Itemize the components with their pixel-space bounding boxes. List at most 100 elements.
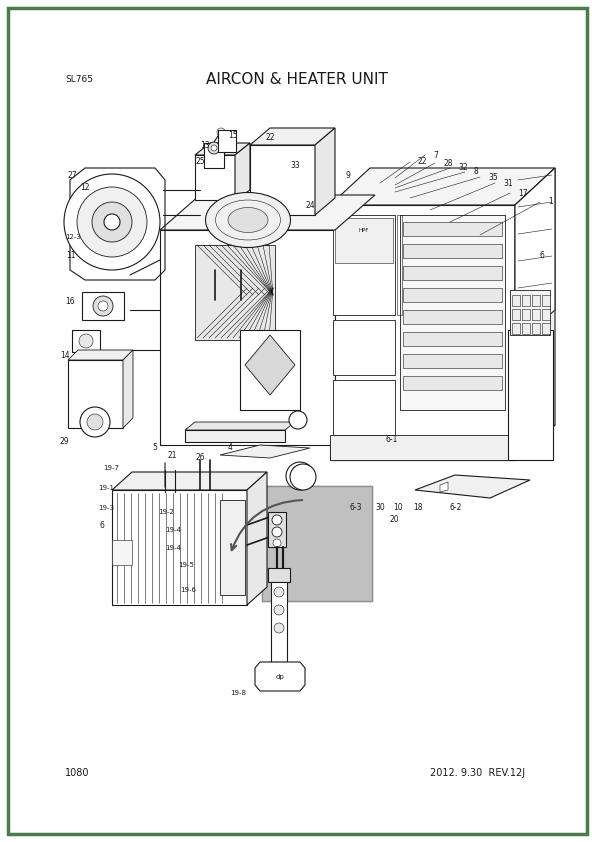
- Bar: [333, 380, 395, 435]
- Bar: [400, 215, 505, 410]
- Text: dp: dp: [275, 674, 284, 680]
- Ellipse shape: [205, 193, 290, 248]
- Bar: [204, 143, 224, 168]
- Bar: [532, 295, 540, 306]
- Bar: [333, 215, 395, 315]
- Polygon shape: [247, 472, 267, 605]
- Bar: [112, 490, 247, 605]
- Ellipse shape: [228, 207, 268, 232]
- Text: 28: 28: [443, 158, 453, 168]
- Circle shape: [93, 296, 113, 316]
- Circle shape: [289, 411, 307, 429]
- Polygon shape: [515, 168, 555, 345]
- Text: 6-3: 6-3: [350, 504, 362, 513]
- Text: 19-8: 19-8: [230, 690, 246, 696]
- Bar: [522, 309, 530, 320]
- Polygon shape: [185, 422, 295, 430]
- Text: HPF: HPF: [359, 227, 369, 232]
- Circle shape: [208, 142, 220, 154]
- Bar: [510, 290, 550, 335]
- Text: 29: 29: [60, 438, 70, 446]
- Circle shape: [217, 128, 225, 136]
- Polygon shape: [220, 445, 310, 458]
- Bar: [403, 310, 502, 324]
- Bar: [512, 323, 520, 334]
- Text: 19-6: 19-6: [180, 587, 196, 593]
- Bar: [218, 130, 236, 152]
- Text: 4: 4: [228, 444, 233, 452]
- Bar: [330, 205, 515, 460]
- Circle shape: [80, 407, 110, 437]
- Circle shape: [286, 462, 314, 490]
- Text: 15: 15: [228, 131, 237, 140]
- Bar: [262, 486, 372, 601]
- Polygon shape: [123, 350, 133, 428]
- Text: 22: 22: [418, 157, 427, 167]
- Text: 1: 1: [548, 198, 553, 206]
- Text: 2012. 9.30  REV.12J: 2012. 9.30 REV.12J: [430, 768, 525, 778]
- Text: SL765: SL765: [65, 76, 93, 84]
- Bar: [195, 245, 275, 340]
- Circle shape: [64, 174, 160, 270]
- Text: 14: 14: [60, 350, 70, 360]
- Text: 19-4: 19-4: [165, 527, 181, 533]
- Text: 8: 8: [473, 168, 478, 177]
- Polygon shape: [235, 143, 250, 200]
- Bar: [403, 376, 502, 390]
- Text: 19-1: 19-1: [98, 485, 114, 491]
- Bar: [403, 288, 502, 302]
- Bar: [335, 218, 393, 263]
- Text: 21: 21: [168, 450, 177, 460]
- Bar: [271, 582, 287, 662]
- Circle shape: [92, 202, 132, 242]
- Circle shape: [274, 605, 284, 615]
- Bar: [532, 309, 540, 320]
- Text: A: A: [295, 415, 301, 424]
- Bar: [403, 266, 502, 280]
- Polygon shape: [415, 475, 530, 498]
- Bar: [220, 500, 245, 595]
- Polygon shape: [440, 482, 448, 492]
- Bar: [185, 430, 285, 442]
- Polygon shape: [250, 128, 335, 145]
- Circle shape: [273, 539, 281, 547]
- Text: 27: 27: [68, 170, 77, 179]
- Text: 6-1: 6-1: [385, 435, 397, 445]
- Text: 6: 6: [100, 520, 105, 530]
- Text: 25: 25: [296, 473, 305, 479]
- Text: 19-7: 19-7: [103, 465, 119, 471]
- Circle shape: [274, 623, 284, 633]
- Text: 19-5: 19-5: [178, 562, 194, 568]
- Text: AIRCON & HEATER UNIT: AIRCON & HEATER UNIT: [206, 72, 388, 88]
- Bar: [68, 360, 123, 428]
- Text: 13: 13: [200, 141, 209, 150]
- Text: 30: 30: [375, 504, 385, 513]
- Polygon shape: [255, 662, 305, 691]
- Text: 17: 17: [518, 189, 528, 198]
- Bar: [262, 486, 372, 601]
- Bar: [160, 230, 335, 445]
- Text: 31: 31: [503, 179, 513, 188]
- Bar: [268, 512, 286, 547]
- Text: 24: 24: [305, 200, 315, 210]
- Circle shape: [211, 145, 217, 151]
- Polygon shape: [515, 168, 555, 460]
- Text: 19-2: 19-2: [158, 509, 174, 515]
- Text: 6: 6: [540, 251, 545, 259]
- Bar: [333, 320, 395, 375]
- Bar: [403, 222, 502, 236]
- Text: 10: 10: [393, 504, 403, 513]
- Polygon shape: [195, 143, 250, 155]
- Text: 35: 35: [488, 173, 498, 182]
- Bar: [82, 292, 124, 320]
- Circle shape: [79, 334, 93, 348]
- Text: 12-3: 12-3: [65, 234, 81, 240]
- Bar: [112, 540, 132, 565]
- Text: 19-3: 19-3: [98, 505, 114, 511]
- Text: 12: 12: [80, 184, 89, 193]
- Polygon shape: [112, 472, 267, 490]
- Circle shape: [290, 464, 316, 490]
- Circle shape: [87, 414, 103, 430]
- Circle shape: [104, 214, 120, 230]
- Bar: [522, 323, 530, 334]
